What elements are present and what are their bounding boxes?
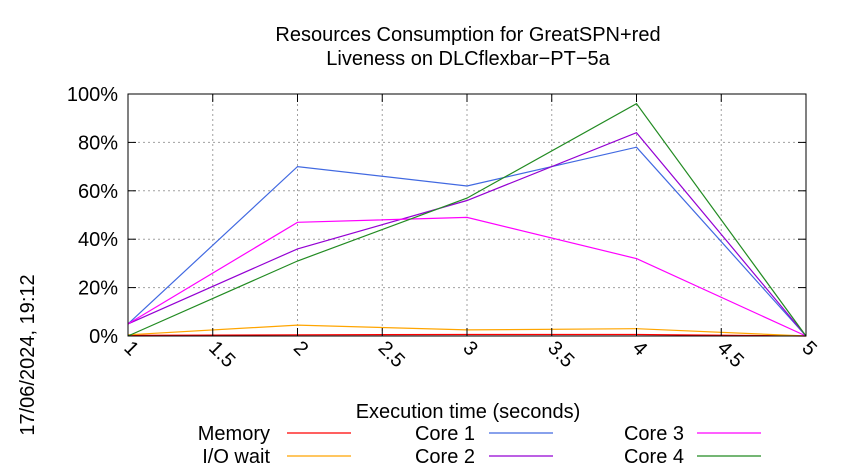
chart-title-line1: Resources Consumption for GreatSPN+red xyxy=(275,24,660,46)
series-line-core-1 xyxy=(127,146,807,337)
legend-label-memory: Memory xyxy=(198,423,270,445)
legend-label-i-o-wait: I/O wait xyxy=(202,446,270,468)
grid xyxy=(128,94,806,336)
x-tick-label: 5 xyxy=(797,337,820,360)
chart-title-line2: Liveness on DLCflexbar−PT−5a xyxy=(326,48,610,70)
y-tick-label: 80% xyxy=(78,132,118,154)
timestamp-label: 17/06/2024, 19:12 xyxy=(17,274,39,435)
y-tick-label: 40% xyxy=(78,229,118,251)
x-tick-label: 4 xyxy=(628,337,651,360)
x-axis-label: Execution time (seconds) xyxy=(356,401,581,423)
y-tick-label: 0% xyxy=(89,326,118,348)
legend-label-core-1: Core 1 xyxy=(415,423,475,445)
x-tick-label: 1.5 xyxy=(204,337,239,372)
x-tick-label: 3 xyxy=(458,337,481,360)
y-tick-label: 100% xyxy=(67,84,118,106)
y-tick-label: 20% xyxy=(78,278,118,300)
series-line-core-2 xyxy=(127,131,807,337)
legend-label-core-2: Core 2 xyxy=(415,446,475,468)
series-line-core-4 xyxy=(127,102,807,337)
x-tick-label: 2 xyxy=(289,337,312,360)
series-line-core-3 xyxy=(127,216,807,337)
y-tick-label: 60% xyxy=(78,181,118,203)
x-tick-label: 1 xyxy=(119,337,142,360)
x-tick-label: 4.5 xyxy=(713,337,748,372)
legend-label-core-4: Core 4 xyxy=(624,446,684,468)
x-tick-label: 3.5 xyxy=(543,337,578,372)
x-tick-label: 2.5 xyxy=(374,337,409,372)
legend-label-core-3: Core 3 xyxy=(624,423,684,445)
